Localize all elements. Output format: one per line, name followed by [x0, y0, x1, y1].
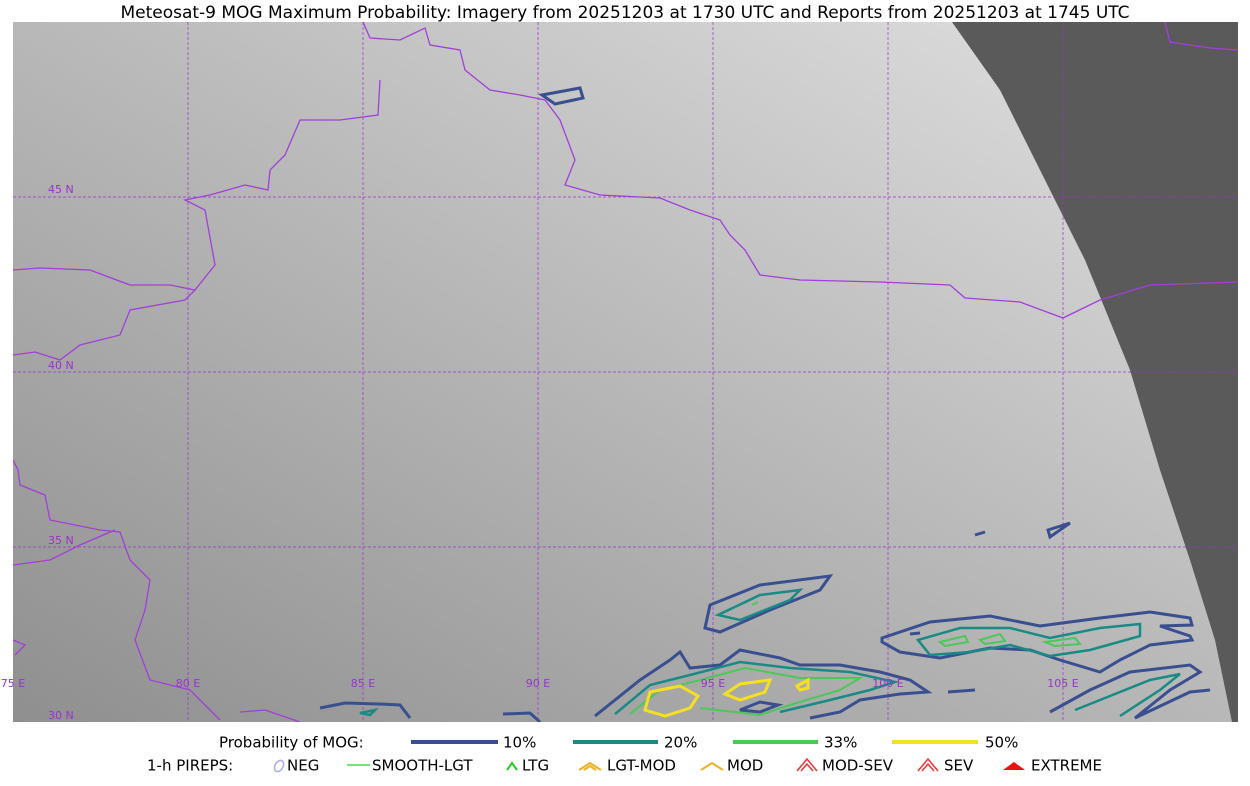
- borders: [13, 22, 1238, 722]
- lon-label: 80 E: [176, 677, 200, 690]
- legend-label: 20%: [664, 734, 697, 752]
- map-labels: 45 N 40 N 35 N 30 N 75 E 80 E 85 E 90 E …: [1, 183, 1079, 722]
- legend-pireps: 1-h PIREPS: NEG SMOOTH-LGT LTG LGT-MOD M…: [147, 757, 1102, 775]
- legend-label: MOD-SEV: [822, 757, 894, 775]
- legend-icon: [1003, 762, 1025, 770]
- lat-label: 30 N: [48, 709, 74, 722]
- no-data-region: [952, 22, 1238, 722]
- legend-label: SMOOTH-LGT: [372, 757, 473, 775]
- title: Meteosat-9 MOG Maximum Probability: Imag…: [120, 3, 1129, 23]
- legend-icon: [506, 761, 518, 771]
- legend-label: 50%: [985, 734, 1018, 752]
- legend-icon: [796, 757, 818, 772]
- grid: [13, 22, 1238, 722]
- legend-label: LGT-MOD: [607, 757, 676, 775]
- lon-label: 90 E: [526, 677, 550, 690]
- lat-label: 35 N: [48, 534, 74, 547]
- lat-label: 45 N: [48, 183, 74, 196]
- contours: [319, 86, 1211, 722]
- legend-label: LTG: [522, 757, 549, 775]
- legend-label: SEV: [944, 757, 974, 775]
- legend-icon: [700, 761, 724, 771]
- lon-label: 75 E: [1, 677, 25, 690]
- legend-label: MOD: [727, 757, 763, 775]
- legend-label: 33%: [824, 734, 857, 752]
- lon-label: 100 E: [872, 677, 903, 690]
- legend-title: 1-h PIREPS:: [147, 757, 233, 775]
- map: [13, 22, 1238, 722]
- legend-probability: Probability of MOG: 10% 20% 33% 50%: [219, 734, 1018, 752]
- legend-icon: [578, 761, 602, 771]
- lon-label: 95 E: [701, 677, 725, 690]
- legend-icon: [917, 757, 939, 772]
- legend-title: Probability of MOG:: [219, 734, 364, 752]
- legend-icon: [273, 759, 285, 773]
- lat-label: 40 N: [48, 359, 74, 372]
- legend-label: 10%: [503, 734, 536, 752]
- lon-label: 85 E: [351, 677, 375, 690]
- legend-label: NEG: [287, 757, 319, 775]
- lon-label: 105 E: [1047, 677, 1078, 690]
- legend-label: EXTREME: [1031, 757, 1102, 775]
